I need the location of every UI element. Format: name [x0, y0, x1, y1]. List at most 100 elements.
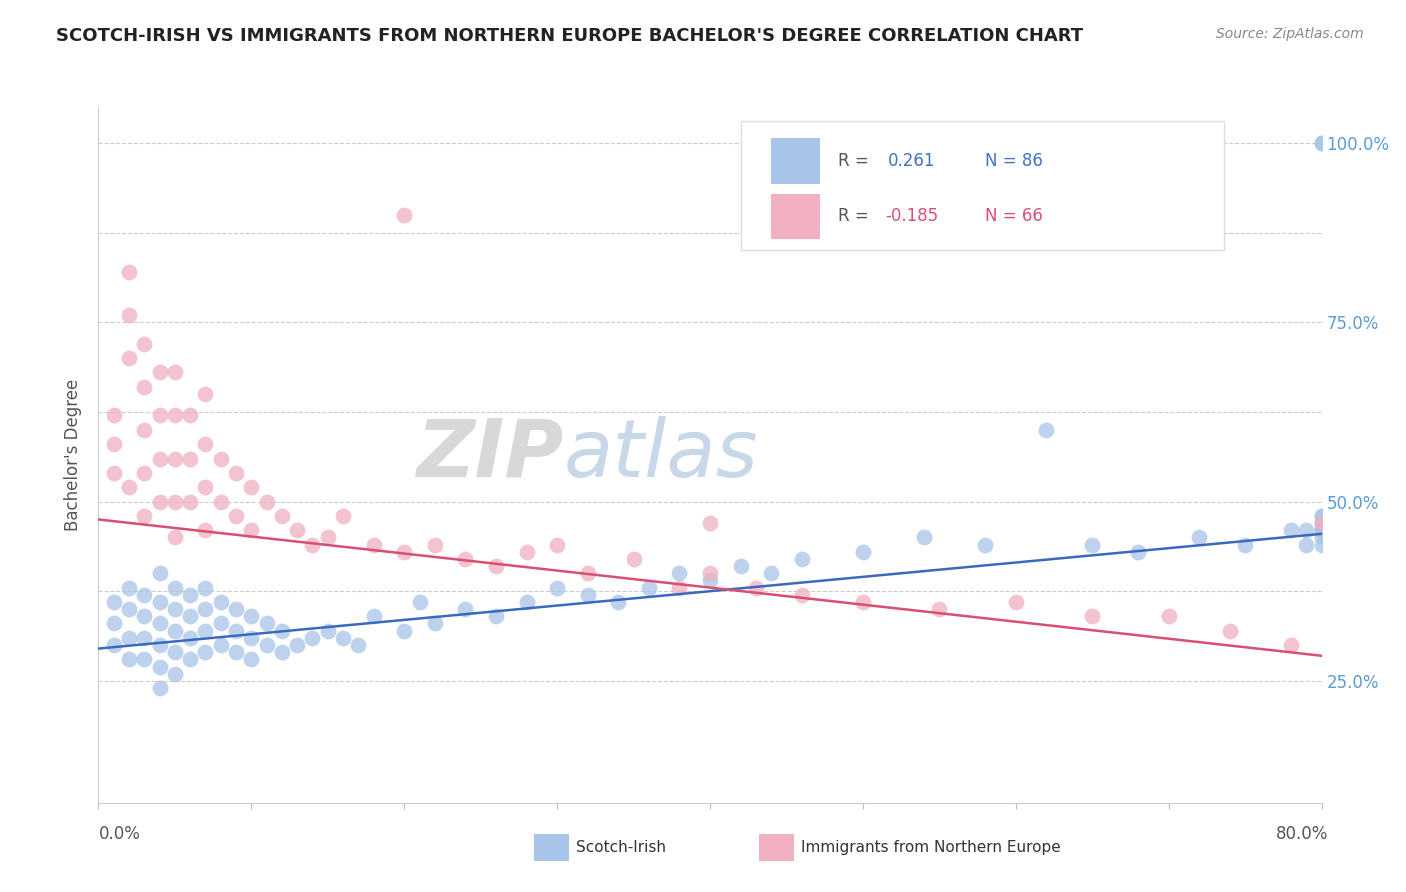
Point: [363, 609, 385, 624]
Point: [149, 566, 172, 581]
Text: 0.0%: 0.0%: [98, 825, 141, 843]
Point: [546, 581, 568, 595]
FancyBboxPatch shape: [741, 121, 1223, 250]
Point: [179, 609, 201, 624]
Text: ZIP: ZIP: [416, 416, 564, 494]
Text: N = 66: N = 66: [986, 207, 1043, 226]
Point: [163, 494, 186, 508]
Point: [316, 530, 339, 544]
Point: [134, 609, 156, 624]
Point: [1310, 530, 1333, 544]
Point: [576, 566, 599, 581]
Point: [1035, 423, 1057, 437]
Point: [301, 538, 323, 552]
Point: [1310, 523, 1333, 537]
Point: [1310, 523, 1333, 537]
Point: [103, 437, 125, 451]
Point: [1279, 523, 1302, 537]
Point: [179, 588, 201, 602]
Point: [759, 566, 782, 581]
Point: [134, 588, 156, 602]
Point: [408, 595, 430, 609]
FancyBboxPatch shape: [772, 138, 820, 184]
Point: [118, 631, 141, 645]
Y-axis label: Bachelor's Degree: Bachelor's Degree: [65, 379, 83, 531]
Point: [256, 494, 278, 508]
Point: [194, 581, 217, 595]
Point: [149, 595, 172, 609]
Point: [852, 595, 875, 609]
Point: [134, 423, 156, 437]
Point: [1128, 545, 1150, 559]
Point: [179, 652, 201, 666]
Point: [194, 523, 217, 537]
Point: [607, 595, 630, 609]
Point: [1081, 609, 1104, 624]
Point: [546, 538, 568, 552]
Text: -0.185: -0.185: [884, 207, 938, 226]
Text: SCOTCH-IRISH VS IMMIGRANTS FROM NORTHERN EUROPE BACHELOR'S DEGREE CORRELATION CH: SCOTCH-IRISH VS IMMIGRANTS FROM NORTHERN…: [56, 27, 1084, 45]
Point: [103, 595, 125, 609]
Point: [423, 616, 446, 631]
Point: [392, 545, 416, 559]
Text: R =: R =: [838, 207, 875, 226]
Point: [225, 602, 247, 616]
Point: [1310, 136, 1333, 150]
Point: [149, 451, 172, 466]
Point: [270, 624, 292, 638]
Point: [1310, 523, 1333, 537]
Point: [118, 602, 141, 616]
Text: R =: R =: [838, 152, 875, 169]
Point: [316, 624, 339, 638]
Point: [516, 545, 538, 559]
Point: [118, 265, 141, 279]
Point: [347, 638, 370, 652]
Point: [790, 588, 813, 602]
Point: [1310, 538, 1333, 552]
Point: [1386, 638, 1406, 652]
Point: [363, 538, 385, 552]
Point: [270, 645, 292, 659]
Text: N = 86: N = 86: [986, 152, 1043, 169]
Point: [179, 494, 201, 508]
Point: [209, 595, 232, 609]
Point: [179, 409, 201, 423]
Point: [668, 581, 690, 595]
Point: [149, 616, 172, 631]
Point: [285, 523, 308, 537]
Text: Immigrants from Northern Europe: Immigrants from Northern Europe: [801, 840, 1062, 855]
Point: [118, 581, 141, 595]
Point: [163, 366, 186, 380]
Point: [225, 508, 247, 523]
FancyBboxPatch shape: [772, 194, 820, 239]
Point: [103, 409, 125, 423]
Point: [134, 508, 156, 523]
Point: [637, 581, 661, 595]
Point: [163, 666, 186, 681]
Point: [179, 631, 201, 645]
Point: [623, 552, 645, 566]
Point: [912, 530, 935, 544]
Point: [699, 516, 721, 530]
Point: [1234, 538, 1257, 552]
Point: [1157, 609, 1180, 624]
Point: [134, 380, 156, 394]
Point: [1219, 624, 1241, 638]
Point: [163, 530, 186, 544]
Point: [149, 494, 172, 508]
Point: [149, 659, 172, 673]
Point: [392, 624, 416, 638]
Point: [118, 308, 141, 322]
Point: [194, 645, 217, 659]
Point: [134, 466, 156, 480]
Point: [209, 616, 232, 631]
Point: [163, 451, 186, 466]
Point: [1295, 538, 1317, 552]
Point: [423, 538, 446, 552]
Point: [118, 652, 141, 666]
Text: Source: ZipAtlas.com: Source: ZipAtlas.com: [1216, 27, 1364, 41]
Point: [194, 624, 217, 638]
Point: [149, 638, 172, 652]
Point: [134, 652, 156, 666]
Point: [179, 451, 201, 466]
